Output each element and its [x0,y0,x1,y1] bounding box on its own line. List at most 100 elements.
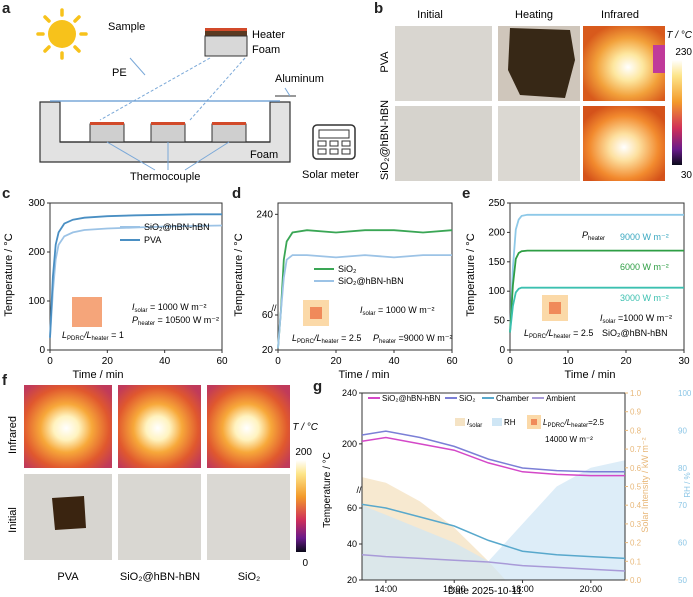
d-xtick-label: 60 [446,356,458,367]
g-series-1 [361,430,625,473]
g-legend-isolar: Isolar [467,418,482,429]
ir-sio2 [583,106,665,181]
c-inset-square [72,297,102,327]
colorbar-f [296,460,306,552]
g-ytick-right1-label: 0.8 [630,426,642,435]
d-xtick-label: 0 [275,356,281,367]
c-ytick-label: 200 [28,247,45,258]
burn-mark [508,28,575,98]
scale-b-max: 230 [675,47,692,58]
g-legend-swatch-rh [492,418,502,426]
c-xtick-label: 40 [159,356,171,367]
row-f-infrared: Infrared [7,416,19,454]
scale-f-max: 200 [295,447,312,458]
label-aluminum: Aluminum [275,73,324,85]
g-ytick-right1-label: 1.0 [630,389,642,398]
ir-hotspot [653,45,665,73]
label-f-sio2-hbn: SiO₂@hBN-hBN [120,571,200,583]
c-annot-pheater: Pheater = 10500 W m⁻² [132,315,219,327]
e-annot-pheater: Pheater [582,230,605,242]
sample-inset [99,28,248,121]
d-annot-pheater: Pheater =9000 W m⁻² [373,333,453,345]
e-label-9000: 9000 W m⁻² [620,232,669,242]
g-legend: SiO₂@hBN-hBN SiO₂ Chamber Ambient Isolar… [368,394,605,444]
g-series-3 [361,554,626,572]
e-xtick-label: 30 [678,356,690,367]
g-annot-ratio: LPDRC/Lheater=2.5 [543,418,605,429]
g-inset-inner [531,419,537,425]
ir-f-sio2-hbn [118,385,201,468]
e-annot-material: SiO₂@hBN-hBN [602,328,668,338]
chart-g: // 14:00 16:00 18:00 20:00 20 40 60 200 240 0.0 0.1… [322,388,692,597]
g-rh-area [362,460,625,580]
chart-e: 0 10 20 30 0 50 100 150 200 250 Time / min Temper… [465,198,690,380]
row-pva: PVA [379,51,391,73]
scale-b-min: 30 [681,170,693,181]
col-infrared: Infrared [601,9,639,21]
d-axis-break: // [271,303,277,313]
label-foam-top: Foam [252,44,280,56]
c-ytick-label: 0 [39,345,45,356]
burn-mark-f [52,496,86,530]
label-pe: PE [112,67,127,79]
e-ytick-label: 250 [488,198,505,209]
e-ytick-label: 200 [488,227,505,238]
d-ytick-label: 240 [256,209,273,220]
g-axis-break: // [356,485,362,495]
photo-sio2-heating [498,106,580,181]
g-ylabel-right2: RH / % [683,472,692,497]
d-legend-0: SiO₂ [338,264,357,274]
c-ytick-label: 300 [28,198,45,209]
e-ytick-label: 100 [488,286,505,297]
c-series-0 [49,224,223,338]
panel-b-photos: Initial Heating Infrared PVA SiO₂@hBN-hB… [379,9,693,181]
d-ytick-label: 60 [262,310,274,321]
panel-label-b: b [374,0,384,17]
g-xtick-label: 20:00 [580,584,603,594]
g-series-0 [361,436,625,477]
d-ylabel: Temperature / °C [233,233,245,316]
c-annot-ratio: LPDRC/Lheater = 1 [62,330,124,342]
e-series-1 [509,249,684,333]
row-sio2: SiO₂@hBN-hBN [379,100,391,180]
c-ylabel: Temperature / °C [3,233,15,316]
d-annot-ratio: LPDRC/Lheater = 2.5 [292,333,361,345]
c-ytick-label: 100 [28,296,45,307]
ir-f-sio2 [207,385,290,468]
c-xtick-label: 60 [216,356,228,367]
panel-label-f: f [2,372,7,389]
panel-label-d: d [232,185,242,202]
g-ytick-right1-label: 0.1 [630,557,642,566]
e-annot-isolar: Isolar =1000 W m⁻² [600,313,672,325]
g-legend-0: SiO₂@hBN-hBN [382,394,441,403]
g-ytick-right1-label: 0.9 [630,408,642,417]
g-ytick-right2-label: 100 [678,389,692,398]
c-legend-0: SiO₂@hBN-hBN [144,222,210,232]
g-ytick-right2-label: 80 [678,464,687,473]
label-sample: Sample [108,21,145,33]
d-ytick-label: 20 [262,345,274,356]
colorbar-b [672,60,682,165]
label-f-pva: PVA [57,571,79,583]
e-ytick-label: 150 [488,257,505,268]
d-series-1 [277,254,452,349]
panel-label-g: g [313,378,323,395]
row-f-initial: Initial [7,507,19,533]
sample-blocks [89,122,247,143]
e-label-3000: 3000 W m⁻² [620,293,669,303]
c-xlabel: Time / min [73,369,124,380]
e-label-6000: 6000 W m⁻² [620,262,669,272]
scale-f-title: T / °C [292,422,318,433]
thermocouple-wires [106,57,291,171]
g-ytick-right2-label: 90 [678,426,687,435]
g-annot-heater-power: 14000 W m⁻² [545,435,593,444]
d-legend-1: SiO₂@hBN-hBN [338,276,404,286]
c-xtick-label: 20 [102,356,114,367]
g-ytick-right1-label: 0.3 [630,520,642,529]
g-legend-1: SiO₂ [459,394,475,403]
g-ytick-label: 60 [347,503,357,513]
d-series-0 [277,229,453,349]
label-thermocouple: Thermocouple [130,171,200,183]
e-series-0 [509,213,684,333]
scale-f-min: 0 [302,558,308,569]
